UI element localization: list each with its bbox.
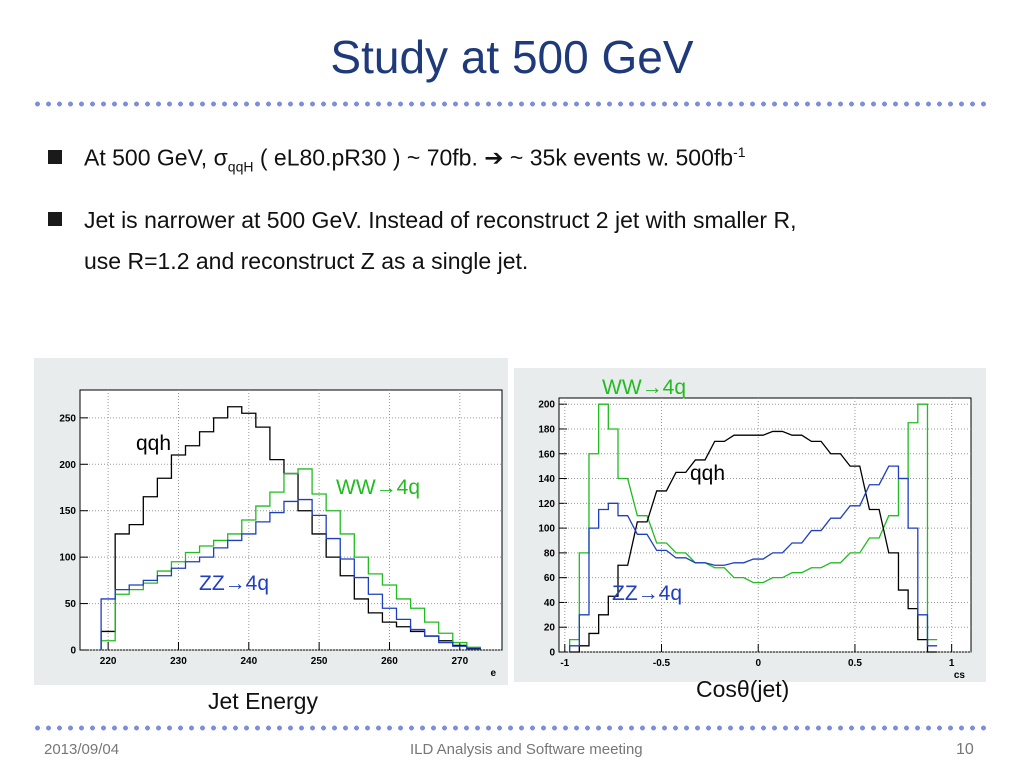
plot-frame [79, 389, 503, 651]
y-tick-label: 200 [59, 460, 76, 471]
jet-energy-histogram: 0 50 100 150 200 250 220 230 240 250 260 270 e qqh WW→… [59, 389, 503, 679]
series-annotation: qqh [690, 462, 725, 485]
caption-jet-energy: Jet Energy [208, 688, 318, 714]
bullet-1-superscript: -1 [733, 144, 746, 160]
y-tick-label: 140 [538, 474, 555, 485]
x-tick-label: 0 [755, 658, 761, 669]
top-dotted-divider [32, 101, 992, 107]
series-line-WW→4q [100, 468, 481, 650]
x-tick-label: 260 [381, 656, 398, 667]
bullet-1-post: ~ 35k events w. 500fb [503, 144, 734, 171]
y-tick-label: 100 [59, 553, 76, 564]
bottom-dotted-divider [32, 725, 992, 731]
plot-frame [558, 397, 972, 653]
cos-theta-histogram: 0 20 40 60 80 100 120 140 160 180 200 -1 -0.5 0 0.5 1cs… [538, 376, 972, 681]
slide-title: Study at 500 GeV [330, 31, 694, 83]
x-axis-label: cs [954, 670, 966, 681]
y-tick-label: 120 [538, 499, 555, 510]
y-tick-label: 250 [59, 413, 76, 424]
y-tick-label: 0 [70, 646, 76, 657]
bullet-2-line-1: Jet is narrower at 500 GeV. Instead of r… [84, 207, 797, 233]
footer-meeting: ILD Analysis and Software meeting [410, 741, 643, 758]
x-tick-label: 0.5 [848, 658, 862, 669]
series-line-WW→4q [568, 403, 938, 652]
series-line-qqh [569, 430, 938, 653]
bullet-1-pre: At 500 GeV, [84, 144, 214, 171]
series-annotation: ZZ→4q [199, 572, 269, 595]
x-tick-label: 250 [311, 656, 328, 667]
sigma-subscript: qqH [227, 158, 254, 175]
series-annotation: ZZ→4q [612, 582, 682, 605]
bullet-square-icon [48, 212, 62, 226]
y-tick-label: 20 [544, 623, 556, 634]
bullet-square-icon [48, 149, 62, 164]
sigma-symbol: σ [213, 144, 228, 171]
x-tick-label: -0.5 [653, 658, 671, 669]
y-tick-label: 40 [544, 598, 556, 609]
series-annotation: WW→4q [602, 376, 686, 399]
footer-date: 2013/09/04 [44, 741, 120, 758]
series-line-ZZ→4q [568, 465, 938, 652]
x-tick-label: -1 [560, 658, 569, 669]
y-tick-label: 180 [538, 424, 555, 435]
y-tick-label: 80 [544, 548, 556, 559]
chart-panel-left: 0 50 100 150 200 250 220 230 240 250 260 270 e qqh WW→… [34, 358, 508, 685]
bullet-2-line-2: use R=1.2 and reconstruct Z as a single … [84, 248, 529, 274]
right-arrow-icon: ➔ [484, 144, 504, 171]
bullet-2: Jet is narrower at 500 GeV. Instead of r… [48, 200, 796, 282]
y-tick-label: 60 [544, 573, 556, 584]
x-tick-label: 240 [240, 656, 257, 667]
series-line-ZZ→4q [100, 498, 481, 650]
bullet-1: At 500 GeV, σqqH ( eL80.pR30 ) ~ 70fb. ➔… [48, 132, 746, 187]
y-tick-label: 160 [538, 449, 555, 460]
y-tick-label: 150 [59, 506, 76, 517]
series-annotation: qqh [136, 432, 171, 455]
chart-panel-right: 0 20 40 60 80 100 120 140 160 180 200 -1 -0.5 0 0.5 1 cs… [514, 368, 986, 682]
x-tick-label: 270 [451, 656, 468, 667]
y-tick-label: 0 [549, 648, 555, 659]
x-tick-label: 220 [100, 656, 117, 667]
x-tick-label: 230 [170, 656, 187, 667]
y-tick-label: 200 [538, 400, 555, 411]
series-annotation: WW→4q [336, 476, 420, 499]
y-tick-label: 50 [65, 599, 77, 610]
footer-page-number: 10 [956, 741, 974, 758]
caption-cos-theta: Cosθ(jet) [696, 676, 790, 702]
x-axis-label: e [490, 668, 496, 679]
y-tick-label: 100 [538, 524, 555, 535]
x-tick-label: 1 [949, 658, 955, 669]
bullet-1-mid: ( eL80.pR30 ) ~ 70fb. [253, 144, 485, 171]
